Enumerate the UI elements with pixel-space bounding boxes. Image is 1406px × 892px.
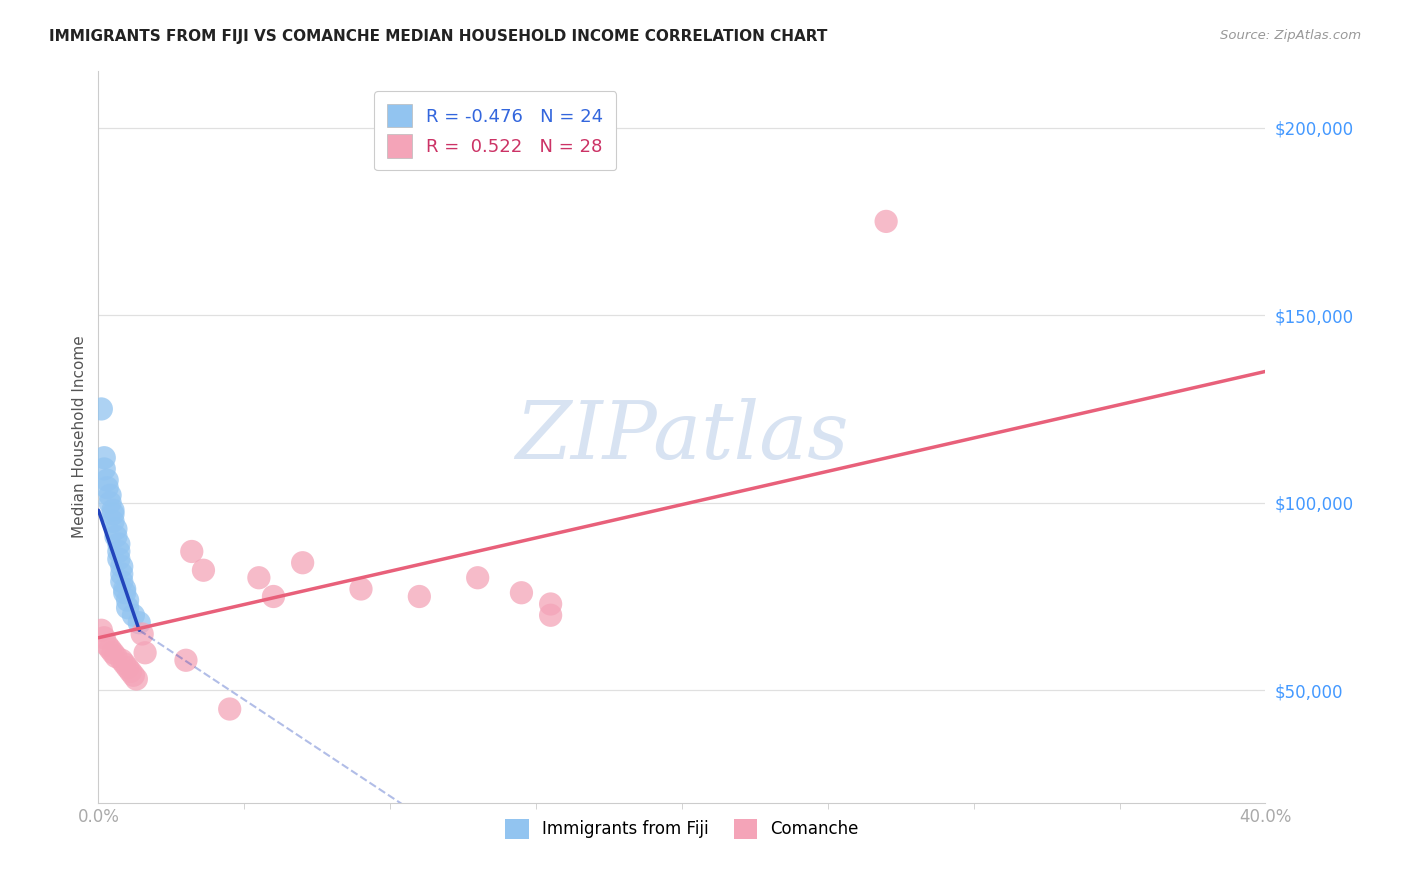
Point <box>247 571 270 585</box>
Point <box>291 556 314 570</box>
Point <box>262 590 284 604</box>
Point <box>540 608 562 623</box>
Point <box>96 481 118 495</box>
Point <box>108 544 131 558</box>
Legend: Immigrants from Fiji, Comanche: Immigrants from Fiji, Comanche <box>499 812 865 846</box>
Point <box>96 473 118 487</box>
Point <box>120 665 142 679</box>
Point <box>134 646 156 660</box>
Point <box>875 214 897 228</box>
Point <box>90 624 112 638</box>
Point <box>111 653 134 667</box>
Point <box>114 582 136 596</box>
Point <box>117 600 139 615</box>
Point <box>104 529 127 543</box>
Point <box>540 597 562 611</box>
Point <box>101 503 124 517</box>
Point <box>90 401 112 416</box>
Point <box>510 586 533 600</box>
Point <box>93 450 115 465</box>
Point <box>467 571 489 585</box>
Point <box>174 653 197 667</box>
Point <box>108 552 131 566</box>
Point <box>104 649 127 664</box>
Point <box>193 563 215 577</box>
Point <box>98 488 121 502</box>
Point <box>180 544 202 558</box>
Point <box>117 661 139 675</box>
Point <box>98 496 121 510</box>
Point <box>101 646 124 660</box>
Point <box>96 638 118 652</box>
Point <box>408 590 430 604</box>
Point <box>111 566 134 581</box>
Point <box>114 657 136 671</box>
Point <box>131 627 153 641</box>
Point <box>93 631 115 645</box>
Point <box>117 593 139 607</box>
Point <box>218 702 240 716</box>
Point <box>122 668 145 682</box>
Text: ZIPatlas: ZIPatlas <box>515 399 849 475</box>
Point <box>98 642 121 657</box>
Point <box>111 574 134 589</box>
Point <box>101 515 124 529</box>
Point <box>101 507 124 521</box>
Text: Source: ZipAtlas.com: Source: ZipAtlas.com <box>1220 29 1361 42</box>
Point <box>350 582 373 596</box>
Point <box>122 608 145 623</box>
Y-axis label: Median Household Income: Median Household Income <box>72 335 87 539</box>
Text: IMMIGRANTS FROM FIJI VS COMANCHE MEDIAN HOUSEHOLD INCOME CORRELATION CHART: IMMIGRANTS FROM FIJI VS COMANCHE MEDIAN … <box>49 29 828 44</box>
Point <box>111 559 134 574</box>
Point <box>108 537 131 551</box>
Point <box>114 586 136 600</box>
Point <box>93 462 115 476</box>
Point <box>125 672 148 686</box>
Point <box>128 615 150 630</box>
Point <box>104 522 127 536</box>
